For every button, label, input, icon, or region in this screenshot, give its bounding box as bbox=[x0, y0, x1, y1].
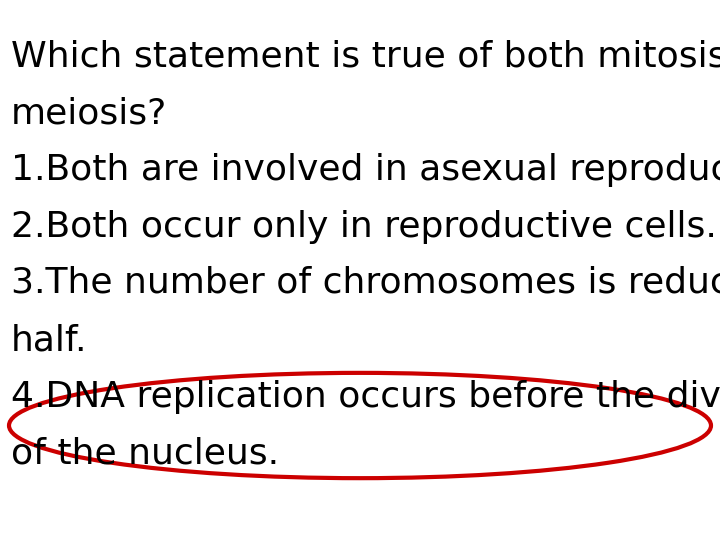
Text: 3.The number of chromosomes is reduced by: 3.The number of chromosomes is reduced b… bbox=[11, 267, 720, 300]
Text: of the nucleus.: of the nucleus. bbox=[11, 437, 279, 470]
Text: half.: half. bbox=[11, 323, 87, 357]
Text: 1.Both are involved in asexual reproduction.: 1.Both are involved in asexual reproduct… bbox=[11, 153, 720, 187]
Text: meiosis?: meiosis? bbox=[11, 97, 167, 130]
Text: Which statement is true of both mitosis and: Which statement is true of both mitosis … bbox=[11, 40, 720, 73]
Text: 2.Both occur only in reproductive cells.: 2.Both occur only in reproductive cells. bbox=[11, 210, 716, 244]
Text: 4.DNA replication occurs before the division: 4.DNA replication occurs before the divi… bbox=[11, 380, 720, 414]
